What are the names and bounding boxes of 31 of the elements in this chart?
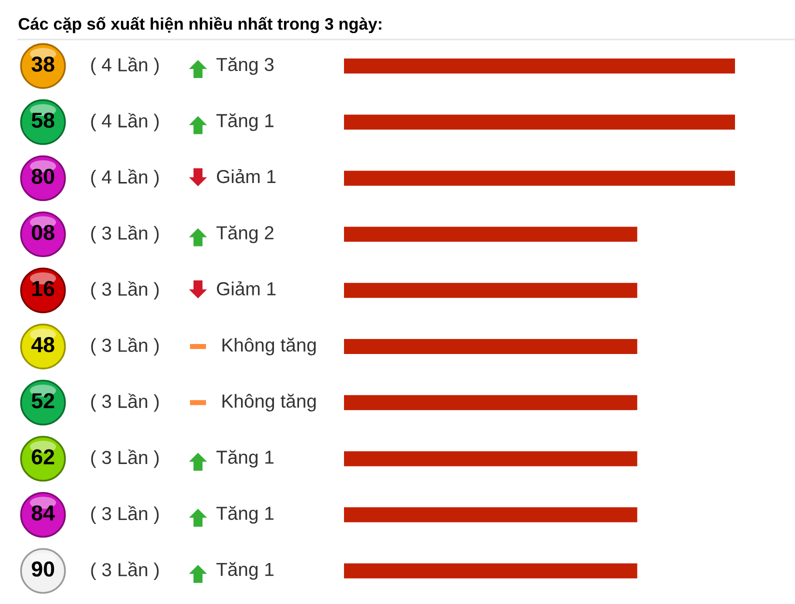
data-label: ( 3 Lần ) [91, 450, 159, 468]
data-label: ( 3 Lần ) [91, 225, 159, 244]
text: Giảm 1 [216, 169, 276, 184]
text: Tăng 3 [216, 57, 274, 75]
text: Không tăng [222, 338, 316, 356]
text: Tăng 1 [216, 562, 274, 580]
text: Tăng 1 [216, 113, 274, 131]
text: Không tăng [222, 394, 316, 412]
y-tick-label: 52 [32, 393, 54, 408]
text: Tăng 1 [216, 450, 274, 468]
y-tick-label: 48 [31, 337, 54, 352]
y-tick-label: 62 [32, 449, 54, 464]
y-tick-label: 90 [32, 561, 54, 577]
y-tick-label: 08 [32, 224, 54, 240]
data-label: ( 3 Lần ) [91, 562, 159, 580]
data-label: ( 3 Lần ) [91, 506, 159, 524]
y-tick-label: 38 [32, 56, 54, 72]
data-label: ( 3 Lần ) [91, 337, 159, 356]
text: Tăng 1 [216, 506, 274, 524]
text: Giảm 1 [216, 281, 276, 296]
data-label: ( 4 Lần ) [91, 56, 159, 76]
data-label: ( 3 Lần ) [91, 281, 159, 300]
text: Tăng 2 [216, 225, 274, 244]
data-label: ( 4 Lần ) [91, 169, 159, 188]
data-label: ( 4 Lần ) [91, 112, 159, 132]
data-label: ( 3 Lần ) [91, 393, 159, 412]
text: Các cặp số xuất hiện nhiều nhất trong 3 ngày: [18, 16, 382, 34]
y-tick-label: 58 [32, 112, 54, 128]
y-tick-label: 84 [32, 505, 55, 521]
y-tick-label: 80 [32, 168, 54, 184]
y-tick-label: 16 [32, 280, 54, 296]
